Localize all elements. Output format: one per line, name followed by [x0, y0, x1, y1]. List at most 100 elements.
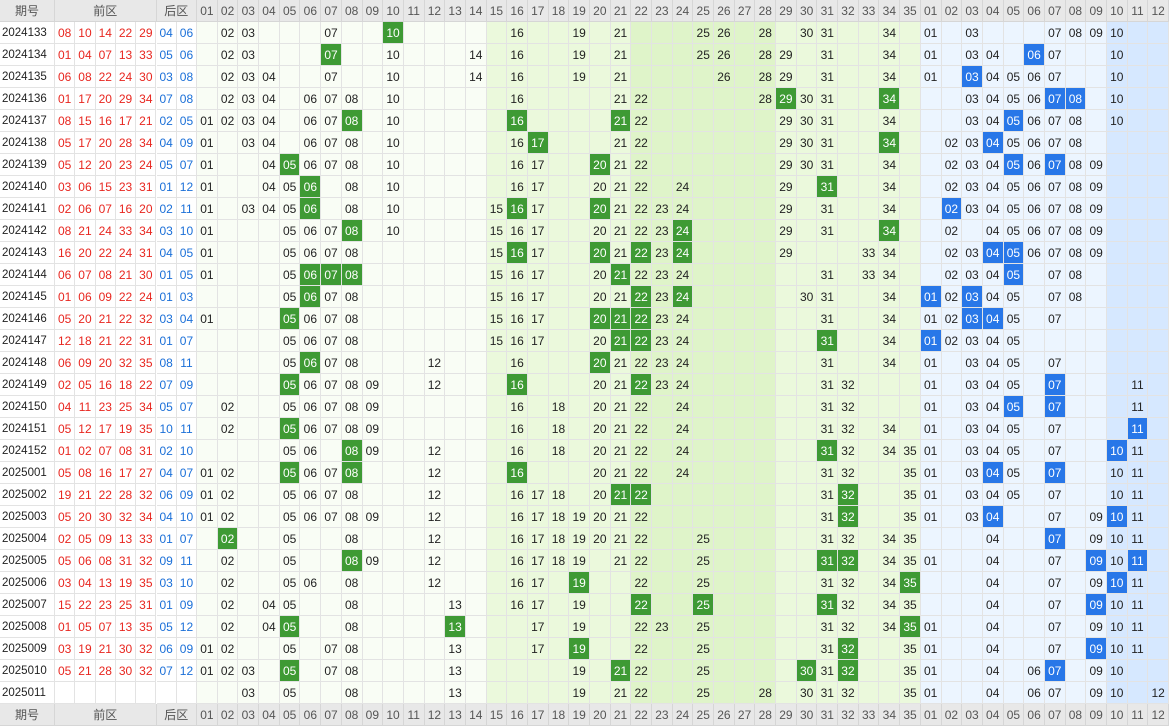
period-cell[interactable]: 2024147	[0, 330, 55, 352]
header-front-num: 35	[900, 0, 921, 22]
header-front-num: 22	[631, 0, 653, 22]
front-trend-cell	[424, 44, 446, 66]
front-trend-cell	[197, 44, 218, 66]
drawn-back-number: 07	[156, 88, 177, 110]
period-cell[interactable]: 2024151	[0, 418, 55, 440]
front-trend-cell	[527, 396, 549, 418]
period-cell[interactable]: 2024137	[0, 110, 55, 132]
front-trend-cell: 32	[838, 572, 859, 594]
front-trend-cell: 22	[631, 462, 653, 484]
front-trend-cell: 05	[279, 682, 301, 704]
back-hit-cell: 10	[1106, 572, 1128, 594]
period-cell[interactable]: 2024142	[0, 220, 55, 242]
front-trend-cell	[424, 308, 446, 330]
period-cell[interactable]: 2024135	[0, 66, 55, 88]
period-cell[interactable]: 2024148	[0, 352, 55, 374]
drawn-front-number: 27	[136, 462, 157, 484]
period-cell[interactable]: 2025003	[0, 506, 55, 528]
period-cell[interactable]: 2024150	[0, 396, 55, 418]
front-trend-cell	[858, 506, 880, 528]
back-trend-cell: 12	[1148, 682, 1169, 704]
period-cell[interactable]: 2025008	[0, 616, 55, 638]
period-cell[interactable]: 2024145	[0, 286, 55, 308]
front-trend-cell: 32	[838, 440, 859, 462]
period-cell[interactable]: 2025007	[0, 594, 55, 616]
period-cell[interactable]: 2025001	[0, 462, 55, 484]
front-trend-cell	[486, 352, 508, 374]
front-trend-cell	[197, 550, 218, 572]
period-cell[interactable]: 2024141	[0, 198, 55, 220]
front-trend-cell: 06	[300, 242, 322, 264]
period-cell[interactable]: 2024144	[0, 264, 55, 286]
period-cell[interactable]: 2025009	[0, 638, 55, 660]
period-cell[interactable]: 2024143	[0, 242, 55, 264]
front-trend-cell	[755, 418, 777, 440]
front-trend-cell: 16	[507, 484, 528, 506]
front-trend-cell	[734, 396, 756, 418]
drawn-back-number: 05	[176, 110, 198, 132]
period-cell[interactable]: 2024134	[0, 44, 55, 66]
header-front-num: 05	[279, 0, 301, 22]
back-trend-cell	[1106, 374, 1128, 396]
front-trend-cell: 12	[424, 352, 446, 374]
back-hit-cell: 05	[1003, 242, 1025, 264]
period-cell[interactable]: 2025004	[0, 528, 55, 550]
front-trend-cell	[486, 506, 508, 528]
front-trend-cell: 14	[465, 44, 487, 66]
drawn-back-number: 08	[176, 66, 198, 88]
period-cell[interactable]: 2024152	[0, 440, 55, 462]
period-cell[interactable]: 2024133	[0, 22, 55, 44]
back-trend-cell	[1003, 506, 1025, 528]
front-trend-cell	[403, 594, 425, 616]
period-cell[interactable]: 2025002	[0, 484, 55, 506]
back-hit-cell: 07	[1044, 88, 1066, 110]
front-trend-cell: 02	[217, 484, 239, 506]
back-trend-cell	[1148, 220, 1169, 242]
front-trend-cell: 31	[817, 264, 839, 286]
period-cell[interactable]: 2025011	[0, 682, 55, 704]
back-trend-cell	[1086, 462, 1107, 484]
period-cell[interactable]: 2024139	[0, 154, 55, 176]
front-trend-cell	[403, 374, 425, 396]
front-trend-cell: 07	[321, 462, 342, 484]
back-hit-cell: 10	[1106, 440, 1128, 462]
drawn-front-number: 19	[55, 484, 76, 506]
front-trend-cell	[403, 440, 425, 462]
period-cell[interactable]: 2025005	[0, 550, 55, 572]
front-trend-cell: 10	[383, 88, 404, 110]
period-cell[interactable]: 2024140	[0, 176, 55, 198]
period-cell[interactable]: 2024138	[0, 132, 55, 154]
front-trend-cell	[693, 418, 715, 440]
back-trend-cell	[1024, 594, 1045, 616]
back-hit-cell: 04	[982, 506, 1004, 528]
drawn-front-number: 18	[75, 330, 96, 352]
drawn-front-number: 09	[95, 528, 116, 550]
front-trend-cell	[238, 264, 260, 286]
back-hit-cell: 04	[982, 462, 1004, 484]
header-front-num: 26	[714, 704, 735, 726]
period-cell[interactable]: 2025010	[0, 660, 55, 682]
front-trend-cell: 22	[631, 110, 653, 132]
period-cell[interactable]: 2024136	[0, 88, 55, 110]
back-trend-cell	[1148, 22, 1169, 44]
front-trend-cell: 35	[900, 682, 921, 704]
front-trend-cell: 01	[197, 506, 218, 528]
front-trend-cell	[858, 660, 880, 682]
back-trend-cell: 05	[1003, 440, 1025, 462]
header-back-num: 06	[1024, 0, 1045, 22]
period-cell[interactable]: 2024149	[0, 374, 55, 396]
front-trend-cell	[383, 462, 404, 484]
back-trend-cell: 10	[1106, 66, 1128, 88]
front-trend-cell: 07	[321, 110, 342, 132]
front-trend-cell	[838, 88, 859, 110]
back-trend-cell	[941, 462, 963, 484]
drawn-back-number: 10	[156, 418, 177, 440]
drawn-back-number: 07	[176, 154, 198, 176]
front-trend-cell: 16	[507, 88, 528, 110]
back-trend-cell: 09	[1086, 22, 1107, 44]
period-cell[interactable]: 2024146	[0, 308, 55, 330]
front-trend-cell	[383, 396, 404, 418]
period-cell[interactable]: 2025006	[0, 572, 55, 594]
back-trend-cell: 10	[1106, 594, 1128, 616]
front-trend-cell	[321, 176, 342, 198]
